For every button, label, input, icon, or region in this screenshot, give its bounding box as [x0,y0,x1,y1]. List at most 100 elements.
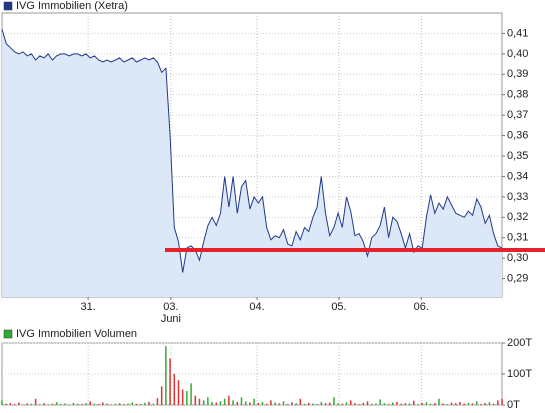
volume-bar [144,402,146,405]
volume-bar [265,403,268,405]
volume-bar [97,404,100,405]
volume-bar [341,403,344,405]
price-line [1,29,503,273]
y-tick-label: 0T [507,399,520,411]
volume-bar [34,398,37,405]
volume-bar [118,403,121,405]
volume-bar [278,403,281,405]
y-tick-label: 0,35 [507,150,528,162]
volume-bar [434,403,436,405]
volume-bar [190,383,192,405]
volume-bar [307,402,310,405]
volume-bar [173,374,176,405]
volume-bar [501,398,503,405]
volume-bar [219,401,222,405]
volume-bar [148,401,150,405]
volume-bar [249,402,251,405]
volume-bar [22,404,24,405]
volume-bar [181,389,184,405]
volume-bar [1,400,3,405]
volume-bar [358,404,360,405]
volume-bar [425,402,428,405]
volume-bar [110,404,112,405]
volume-bar [236,401,239,405]
volume-bar [186,391,188,405]
x-tick-label: 06. [414,301,429,313]
volume-bar [274,402,276,405]
volume-bar [85,403,87,405]
volume-bar [484,403,486,405]
volume-bar [333,397,335,405]
volume-bar [135,403,138,405]
y-tick-label: 0,34 [507,170,528,182]
volume-bar [366,401,369,405]
volume-bar [81,404,83,405]
volume-bar [295,403,297,405]
y-tick-label: 0,38 [507,89,528,101]
volume-bar [471,403,474,405]
volume-bar [13,404,16,405]
volume-bar [450,402,453,405]
volume-bar [286,404,289,405]
y-tick-label: 0,32 [507,211,528,223]
volume-bar [421,402,423,405]
volume-bar [51,403,54,405]
y-tick-label: 0,40 [507,48,528,60]
volume-bar [312,403,314,405]
volume-bar [156,398,159,405]
y-tick-label: 0,29 [507,273,528,285]
volume-bar [223,398,226,405]
volume-bar [396,401,398,405]
volume-bar [463,403,465,405]
volume-bar [165,346,167,405]
volume-bar [30,403,33,405]
volume-bar [253,398,255,405]
volume-bar [417,404,419,405]
volume-bar [261,401,264,405]
volume-bar [354,403,356,405]
volume-bar [299,398,302,405]
volume-bar [438,398,440,405]
y-tick-label: 0,31 [507,232,528,244]
volume-bar [139,404,142,405]
volume-bar [127,403,129,405]
volume-bar [404,403,407,405]
volume-bar [392,402,394,405]
volume-bar [320,401,323,405]
x-tick-label: 05. [331,301,346,313]
volume-bar [370,403,373,405]
volume-bar [177,380,180,405]
volume-bar [55,402,58,405]
volume-bar [47,404,49,405]
volume-bar [337,403,339,405]
volume-bar [152,403,155,405]
volume-bar [93,403,96,405]
legend-swatch [3,1,13,11]
volume-bar [198,398,201,405]
volume-bar [76,403,79,405]
volume-bar [9,403,12,405]
legend-label: IVG Immobilien Volumen [16,328,137,340]
volume-bar [459,401,461,405]
volume-bar [194,395,197,405]
volume-bar [316,404,318,405]
y-tick-label: 0,33 [507,191,528,203]
price-area [2,29,502,298]
x-tick-label: 04. [249,301,264,313]
y-tick-label: 0,36 [507,129,528,141]
volume-bar [375,403,377,405]
volume-bar [446,404,449,405]
volume-bar [480,404,482,405]
volume-bar [106,403,108,405]
volume-bar [89,401,91,405]
volume-bar [497,400,499,405]
volume-bar [131,402,134,405]
volume-bar [324,403,327,405]
volume-bar [467,402,470,405]
volume-bar [303,403,306,405]
volume-bar [413,400,415,405]
volume-bar [257,403,260,405]
volume-bar [207,397,209,405]
x-tick-label: 31. [80,301,95,313]
